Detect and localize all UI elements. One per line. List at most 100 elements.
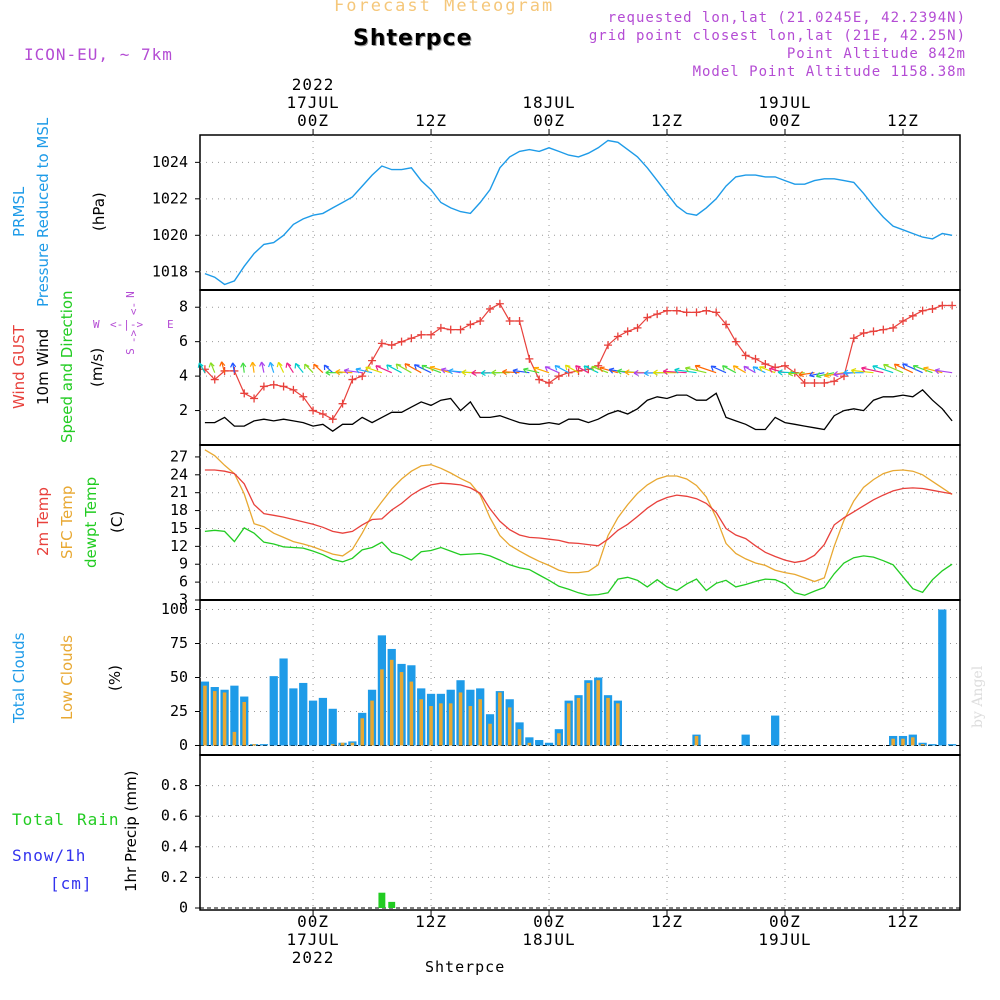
wind-direction-arrow — [429, 366, 451, 374]
gust-marker — [407, 334, 416, 343]
wind-direction-arrow — [355, 368, 373, 374]
model-name: ICON-EU, ~ 7km — [24, 45, 173, 64]
temp-tick-label: 9 — [179, 555, 188, 573]
wind-direction-arrow — [242, 362, 245, 373]
wind-arrow-head — [554, 364, 561, 371]
temp-side-label: (C) — [108, 510, 126, 534]
wind-arrow-head — [429, 365, 436, 372]
wind-arrow-head — [591, 365, 597, 372]
point-altitude: Point Altitude 842m — [786, 46, 966, 62]
wind-arrow-head — [523, 367, 529, 374]
top-time-label-line — [617, 94, 717, 112]
wind-direction-arrow — [210, 362, 216, 373]
gust-marker — [820, 379, 829, 387]
wind-direction-arrow — [902, 363, 923, 374]
wind-direction-arrow — [232, 362, 236, 373]
wind-arrow-head — [512, 368, 518, 375]
gust-marker — [889, 323, 898, 332]
wind-direction-arrow — [221, 361, 226, 373]
gust-marker — [486, 304, 495, 313]
low-cloud-bar — [694, 735, 699, 746]
wind-arrow-head — [197, 362, 204, 368]
top-time-label-line: 18JUL — [522, 93, 576, 112]
gust-marker — [309, 406, 318, 415]
model-altitude: Model Point Altitude 1158.38m — [692, 64, 966, 80]
low-cloud-bar — [380, 669, 384, 746]
wind-arrow-head — [461, 369, 467, 376]
wind-arrow-head — [440, 367, 447, 374]
wind-arrow-head — [851, 368, 857, 375]
wind-direction-arrow — [386, 364, 402, 374]
wind-arrow-head — [893, 363, 900, 370]
wind-arrow-head — [448, 368, 454, 375]
wind-tick-label: 6 — [179, 332, 188, 350]
low-cloud-bar — [409, 681, 414, 746]
low-cloud-bar — [360, 718, 364, 746]
wind-arrow-head — [208, 362, 215, 368]
total-cloud-bar — [269, 676, 278, 746]
low-cloud-bar — [901, 738, 905, 746]
temp-side-label: dewpt Temp — [82, 476, 100, 568]
top-time-label-line: 19JUL — [758, 93, 812, 112]
wind-arrow-head — [912, 365, 919, 371]
bottom-time-label-line: 00Z — [769, 912, 801, 931]
gust-marker — [328, 415, 337, 424]
low-cloud-bar — [448, 703, 453, 746]
wind-direction-arrow — [861, 367, 884, 374]
wind-direction-arrow — [404, 363, 422, 374]
pressure-side-label: (hPa) — [90, 192, 108, 232]
bottom-time-label: 12Z — [853, 913, 953, 967]
bottom-time-label-line: 19JUL — [758, 930, 812, 949]
cloud-tick-label: 75 — [170, 634, 188, 652]
gust-marker — [338, 399, 347, 408]
wind-arrow-head — [759, 366, 765, 372]
top-time-label: 19JUL 00Z — [735, 76, 835, 130]
wind-arrow-head — [240, 362, 247, 368]
low-cloud-bar — [507, 707, 512, 746]
wind-direction-arrow — [545, 366, 560, 374]
gust-marker — [663, 306, 672, 315]
cloud-side-label: Low Clouds — [58, 635, 76, 721]
gust-marker — [604, 341, 613, 350]
wind-direction-arrow — [575, 365, 589, 374]
wind-direction-arrow — [502, 371, 520, 374]
top-time-label-line: 12Z — [651, 111, 683, 130]
gust-marker — [554, 372, 563, 381]
pressure-tick-label: 1020 — [152, 226, 188, 244]
precip-snow-label: Snow/1h — [12, 846, 87, 865]
gust-marker — [436, 323, 445, 332]
gust-marker — [859, 329, 868, 338]
wind-direction-arrow — [851, 369, 874, 374]
wind-direction-arrow — [260, 361, 265, 373]
total-cloud-bar — [938, 609, 947, 746]
gust-marker — [692, 308, 701, 317]
low-cloud-bar — [232, 731, 237, 746]
gust-marker — [928, 304, 937, 313]
wind-direction-arrow — [295, 363, 304, 374]
compass-arrows: <-|-> — [110, 318, 144, 331]
wind-arrow-head — [710, 365, 717, 371]
gust-marker — [210, 375, 219, 384]
total-cloud-bar — [948, 744, 957, 746]
gust-marker — [712, 308, 721, 317]
wind-arrow-head — [815, 372, 822, 379]
wind-arrow-head — [313, 363, 319, 370]
wind-arrow-head — [883, 363, 889, 370]
gust-marker — [623, 327, 632, 336]
gust-marker — [466, 320, 475, 329]
gust-marker — [387, 341, 396, 350]
total-cloud-bar — [328, 708, 337, 746]
gust-marker — [446, 325, 455, 334]
low-cloud-bar — [399, 672, 404, 746]
gust-marker — [269, 380, 278, 389]
cloud-tick-label: 50 — [170, 668, 188, 686]
gust-marker — [515, 317, 524, 325]
panel-frame-1 — [199, 134, 961, 291]
gust-marker — [289, 385, 298, 394]
gust-marker — [299, 392, 308, 401]
precip-tick-label: 0 — [179, 899, 188, 917]
top-time-label-line: 00Z — [533, 111, 565, 130]
pressure-line — [204, 139, 953, 286]
grid-coords: grid point closest lon,lat (21E, 42.25N) — [588, 28, 966, 44]
